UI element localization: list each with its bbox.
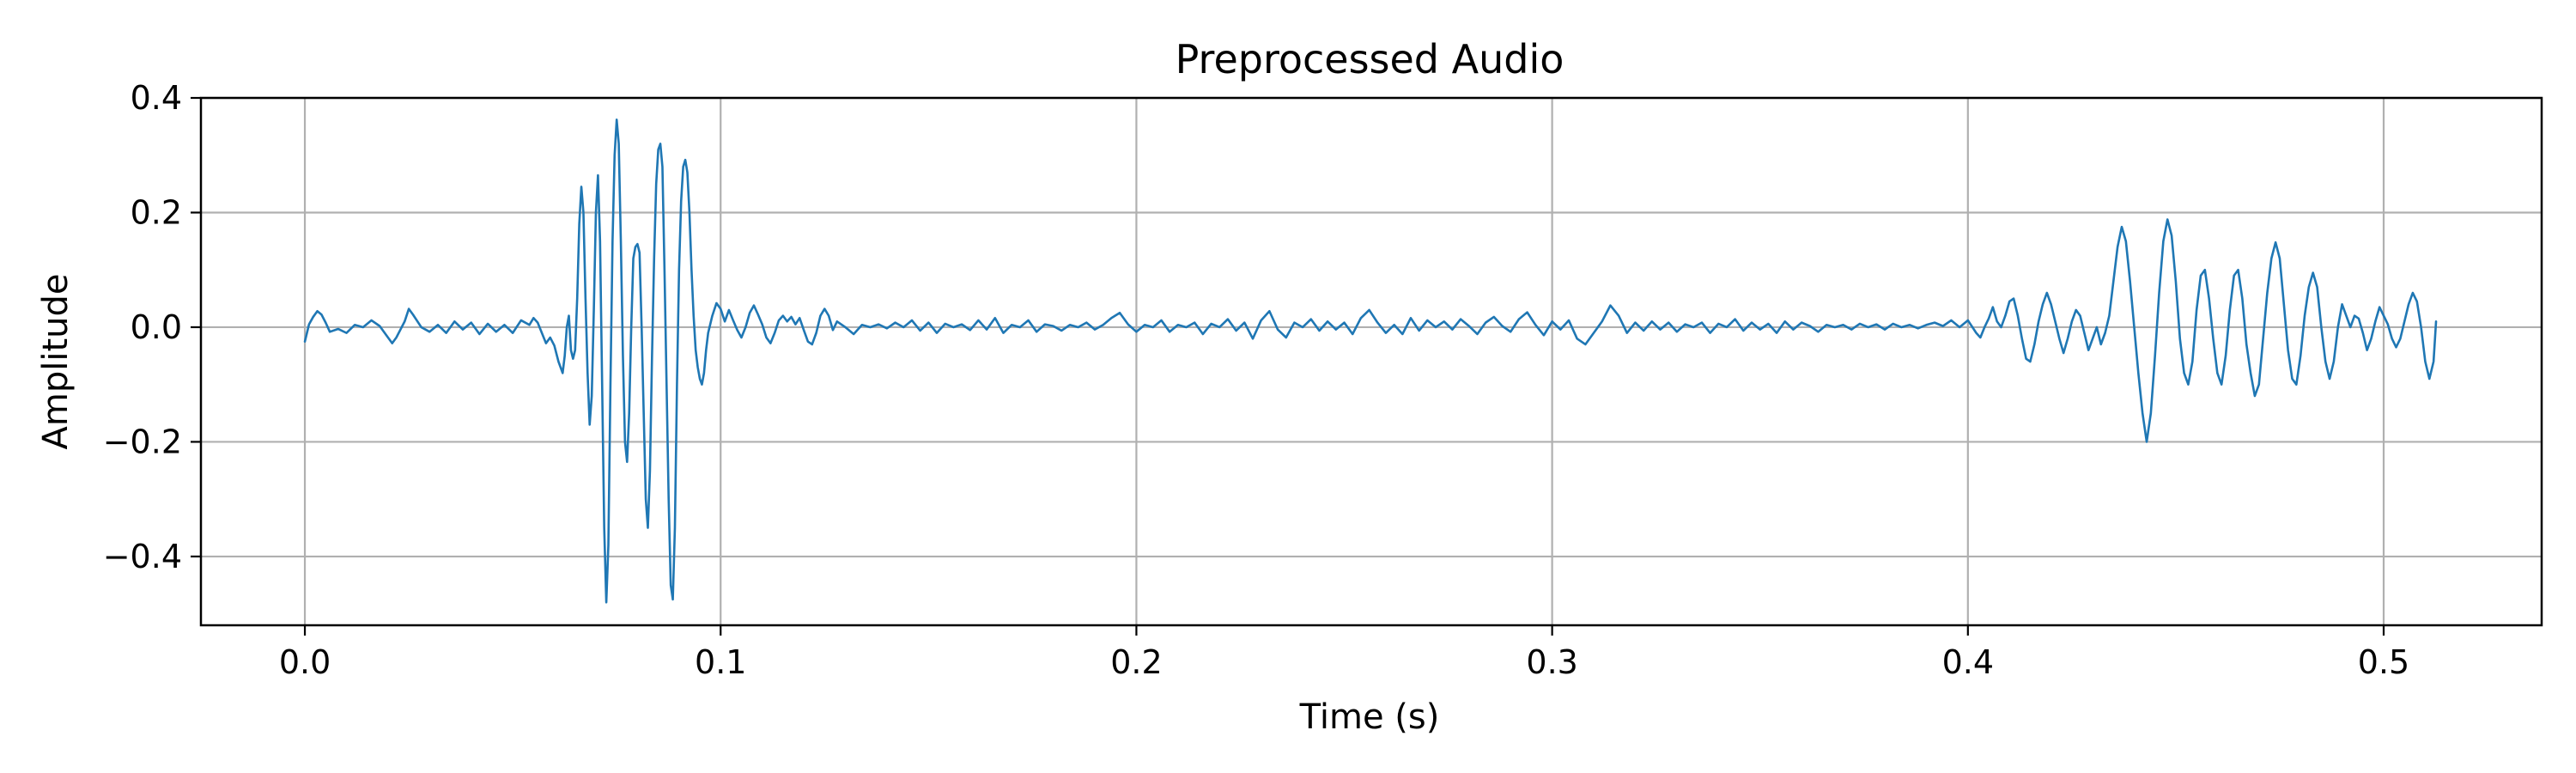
chart-title: Preprocessed Audio <box>1176 36 1564 82</box>
x-tick-label: 0.5 <box>2358 643 2409 681</box>
y-tick-label: −0.4 <box>103 538 182 575</box>
x-tick-label: 0.0 <box>279 643 331 681</box>
x-tick-label: 0.1 <box>695 643 746 681</box>
x-tick-label: 0.2 <box>1110 643 1162 681</box>
x-axis-label: Time (s) <box>1299 697 1440 737</box>
x-axis-ticks: 0.0 0.1 0.2 0.3 0.4 0.5 <box>279 625 2409 681</box>
x-tick-label: 0.4 <box>1942 643 1994 681</box>
y-tick-label: 0.2 <box>131 193 182 231</box>
y-axis-ticks: 0.4 0.2 0.0 −0.2 −0.4 <box>103 79 201 575</box>
x-tick-label: 0.3 <box>1526 643 1577 681</box>
y-tick-label: −0.2 <box>103 423 182 460</box>
y-tick-label: 0.0 <box>131 308 182 346</box>
plot-area <box>303 119 2438 604</box>
waveform-series-line <box>303 119 2438 604</box>
y-axis-label: Amplitude <box>36 274 76 450</box>
y-tick-label: 0.4 <box>131 79 182 117</box>
axes-frame <box>199 96 2543 627</box>
